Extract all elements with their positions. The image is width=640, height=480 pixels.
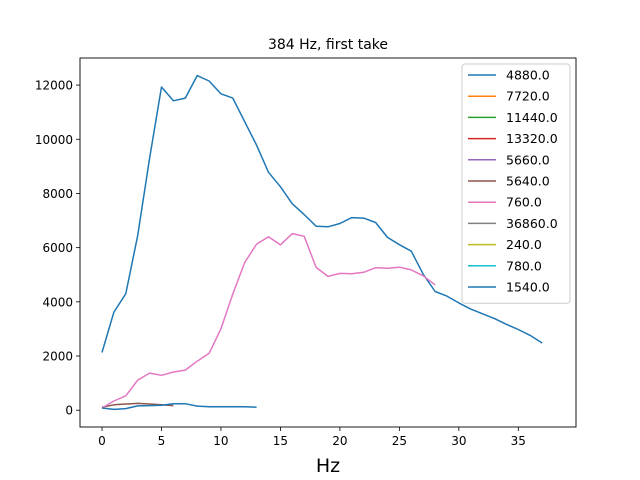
y-tick-label: 10000 [35,133,73,147]
chart-title: 384 Hz, first take [268,37,388,53]
x-axis: 0 5 10 15 20 25 30 35 [98,427,526,448]
series-line-6 [101,232,436,409]
y-tick-label: 12000 [35,79,73,93]
x-tick-label: 10 [213,434,228,448]
legend-entry: 240.0 [506,237,542,252]
legend-entry: 5660.0 [506,152,550,167]
y-tick-label: 0 [65,404,73,418]
x-axis-label: Hz [316,455,340,477]
legend-entry: 36860.0 [506,216,558,231]
legend-entry: 780.0 [506,258,542,273]
y-tick-label: 2000 [42,350,73,364]
y-axis: 0 2000 4000 6000 8000 10000 12000 [35,79,80,418]
x-tick-label: 0 [98,434,106,448]
legend: 4880.0 7720.0 11440.0 13320.0 5660.0 5640.0 76… [461,63,571,304]
legend-entry: 13320.0 [506,131,558,146]
x-tick-label: 5 [158,434,166,448]
x-tick-label: 15 [273,434,288,448]
y-tick-label: 8000 [42,187,73,201]
axes-frame [79,57,577,428]
series-line-10 [101,402,257,411]
x-tick-label: 25 [392,434,407,448]
y-tick-label: 6000 [42,241,73,255]
legend-entry: 4880.0 [506,68,550,83]
legend-entry: 760.0 [506,195,542,210]
legend-entry: 5640.0 [506,174,550,189]
legend-entry: 1540.0 [506,280,550,295]
legend-entry: 7720.0 [506,89,550,104]
x-tick-label: 20 [332,434,347,448]
series-line-0 [101,74,543,353]
x-tick-label: 30 [451,434,466,448]
x-tick-label: 35 [511,434,526,448]
legend-entry: 11440.0 [506,110,558,125]
y-tick-label: 4000 [42,295,73,309]
series-lines [101,74,543,411]
legend-box [461,63,571,304]
